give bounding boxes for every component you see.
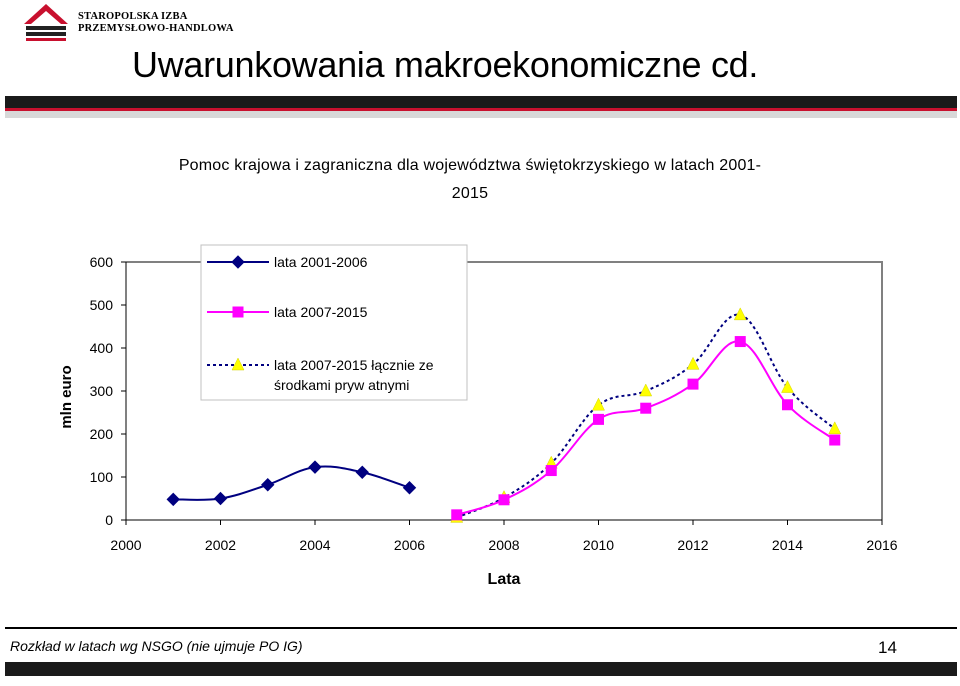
y-tick-label: 300 <box>90 383 114 399</box>
series-1-point <box>308 460 322 474</box>
y-axis-label: mln euro <box>58 365 75 428</box>
header-divider <box>5 96 957 118</box>
series-2-point <box>782 399 793 411</box>
series-1-point <box>213 491 228 506</box>
series-3-point <box>686 356 700 370</box>
series-2-point <box>687 378 699 390</box>
legend-box <box>200 244 468 401</box>
legend-label-1: lata 2001-2006 <box>274 254 368 270</box>
y-tick-label: 100 <box>90 469 114 485</box>
series-3-point <box>781 380 794 393</box>
series-3-point <box>639 383 653 397</box>
series-2-point <box>451 509 463 521</box>
x-axis-label: Lata <box>488 571 521 588</box>
series-2 <box>451 336 841 521</box>
page-number: 14 <box>878 638 897 657</box>
footer-bar <box>5 662 957 676</box>
series-2-point <box>593 413 604 425</box>
slide-title: Uwarunkowania makroekonomiczne cd. <box>132 44 759 85</box>
x-tick-label: 2008 <box>488 537 519 553</box>
series-1-point <box>166 492 180 507</box>
series-2-point <box>498 494 510 506</box>
legend-marker-2 <box>232 306 244 318</box>
series-2-point <box>545 465 557 477</box>
chart-title-line-2: 2015 <box>451 185 489 202</box>
y-tick-label: 200 <box>90 426 114 442</box>
x-tick-label: 2002 <box>205 537 236 553</box>
series-3-point <box>733 307 747 321</box>
series-2-point <box>829 434 841 446</box>
series-2-point <box>734 336 746 348</box>
series-3-point <box>828 421 842 435</box>
legend-marker-1 <box>231 255 245 269</box>
y-tick-label: 600 <box>90 254 114 270</box>
series-1-line <box>173 465 410 501</box>
x-tick-label: 2000 <box>110 537 141 553</box>
series-2-point <box>640 402 652 414</box>
x-tick-label: 2012 <box>677 537 708 553</box>
footer-note: Rozkład w latach wg NSGO (nie ujmuje PO … <box>10 638 303 654</box>
series-1-point <box>402 481 417 495</box>
x-tick-label: 2006 <box>394 537 425 553</box>
legend-label-3: lata 2007-2015 łącznie ze <box>274 357 434 373</box>
organization-name: STAROPOLSKA IZBA PRZEMYSŁOWO-HANDLOWA <box>78 11 234 34</box>
chart-title: Pomoc krajowa i zagraniczna dla wojewódz… <box>100 152 840 208</box>
series-1-point <box>355 465 369 479</box>
y-tick-label: 0 <box>105 512 113 528</box>
x-tick-label: 2016 <box>866 537 897 553</box>
legend-label-3: środkami pryw atnymi <box>274 377 409 393</box>
chart-title-line-1: Pomoc krajowa i zagraniczna dla wojewódz… <box>178 157 762 174</box>
chamber-logo <box>24 4 68 41</box>
series-3 <box>450 307 842 523</box>
x-tick-label: 2010 <box>583 537 614 553</box>
legend-marker-3 <box>231 357 245 371</box>
series-3-point <box>592 397 605 411</box>
x-tick-label: 2004 <box>299 537 330 553</box>
series-1-point <box>261 478 275 492</box>
legend-label-2: lata 2007-2015 <box>274 304 368 320</box>
series-2-line <box>456 340 836 516</box>
y-tick-label: 400 <box>90 340 114 356</box>
x-tick-label: 2014 <box>772 537 803 553</box>
series-1 <box>166 460 417 507</box>
series-3-line <box>456 313 836 519</box>
footer-divider <box>5 627 957 629</box>
y-tick-label: 500 <box>90 297 114 313</box>
